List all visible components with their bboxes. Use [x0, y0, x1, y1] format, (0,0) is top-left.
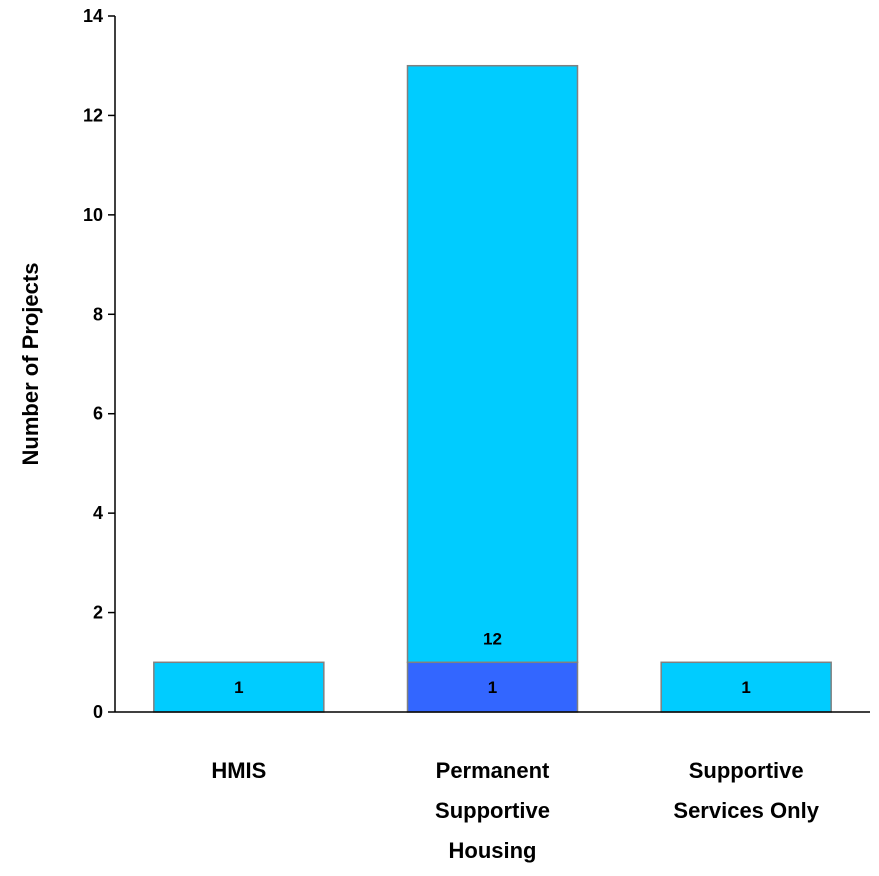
bar-0-series-1	[153, 661, 325, 713]
y-tick-label-10: 10	[83, 205, 103, 225]
y-axis-title: Number of Projects	[18, 263, 43, 466]
data-label-0: 1	[234, 678, 243, 697]
x-category-label-line: Permanent	[436, 758, 550, 783]
x-category-label-line: HMIS	[211, 758, 266, 783]
data-label-1: 1	[488, 678, 497, 697]
y-tick-label-4: 4	[93, 503, 103, 523]
y-tick-label-12: 12	[83, 105, 103, 125]
x-category-label-line: Supportive	[689, 758, 804, 783]
bar-1-series-0	[406, 661, 579, 713]
y-tick-label-14: 14	[83, 6, 103, 26]
bar-2-series-1	[660, 661, 832, 713]
x-category-label-2: Supportive Services Only	[673, 758, 819, 823]
x-category-label-line: Housing	[449, 838, 537, 863]
y-tick-label-6: 6	[93, 404, 103, 424]
bar-1-series-1	[406, 64, 579, 664]
y-tick-label-0: 0	[93, 702, 103, 722]
y-axis-title-group: Number of Projects	[18, 263, 43, 466]
plot-area: 0 2 4 6 8 10 12 14 HMIS Permanent Supportive Housin…	[83, 6, 870, 863]
data-label-3: 1	[741, 678, 750, 697]
y-tick-label-8: 8	[93, 304, 103, 324]
data-label-2: 12	[483, 629, 502, 648]
x-category-label-1: Permanent Supportive Housing	[435, 758, 550, 863]
x-category-label-0: HMIS	[211, 758, 266, 783]
x-category-label-line: Services Only	[673, 798, 819, 823]
x-category-label-line: Supportive	[435, 798, 550, 823]
y-tick-label-2: 2	[93, 603, 103, 623]
